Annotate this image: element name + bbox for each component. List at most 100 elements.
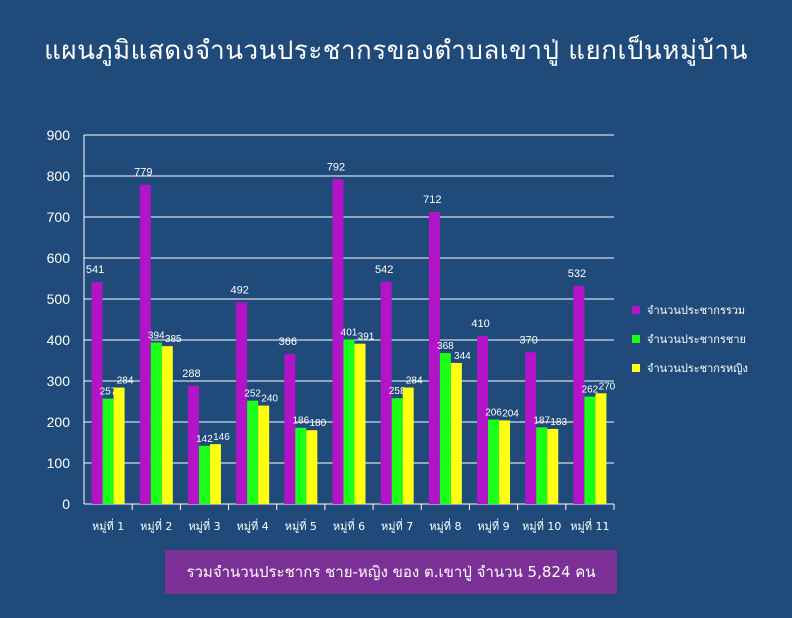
x-tick-label: หมู่ที่ 4 [237, 518, 269, 533]
data-label: 792 [327, 161, 345, 173]
y-tick-label: 900 [47, 127, 71, 143]
bar-male [150, 342, 162, 504]
bar-total [477, 335, 489, 504]
x-tick-label: หมู่ที่ 9 [477, 518, 509, 533]
bar-male [295, 427, 307, 504]
data-label: 492 [230, 284, 248, 296]
bar-male [102, 398, 114, 504]
bar-female [306, 430, 318, 504]
y-tick-label: 0 [62, 496, 70, 512]
data-label: 240 [261, 394, 278, 405]
y-tick-label: 400 [47, 332, 71, 348]
bar-female [547, 428, 559, 504]
bar-female [450, 362, 462, 504]
data-label: 391 [358, 332, 375, 343]
legend-label-total: จำนวนประชากรรวม [647, 303, 746, 317]
data-label: 183 [550, 417, 567, 428]
data-label: 394 [148, 330, 165, 341]
bar-total [91, 282, 103, 504]
data-label: 204 [502, 408, 519, 419]
data-label: 252 [244, 389, 261, 400]
data-label: 712 [423, 194, 441, 206]
bar-male [343, 339, 355, 504]
bar-female [499, 420, 511, 504]
legend-label-male: จำนวนประชากรชาย [647, 332, 746, 346]
x-tick-label: หมู่ที่ 11 [570, 518, 609, 533]
bar-female [354, 343, 366, 504]
bar-female [595, 393, 607, 504]
x-tick-label: หมู่ที่ 7 [381, 518, 413, 533]
bar-male [439, 353, 451, 504]
data-label: 344 [454, 351, 471, 362]
bar-male [488, 419, 500, 504]
bar-male [584, 396, 596, 504]
legend-item-total: จำนวนประชากรรวม [632, 295, 748, 324]
bar-total [236, 302, 248, 504]
data-label: 410 [471, 318, 489, 330]
y-tick-label: 500 [47, 291, 71, 307]
x-tick-label: หมู่ที่ 6 [333, 518, 365, 533]
legend-swatch-female [632, 363, 640, 372]
data-label: 288 [182, 368, 200, 380]
bar-total [332, 179, 344, 504]
data-label: 262 [582, 385, 599, 396]
data-label: 187 [533, 415, 550, 426]
x-tick-label: หมู่ที่ 1 [92, 518, 124, 533]
data-label: 186 [292, 416, 309, 427]
y-tick-label: 100 [47, 455, 71, 471]
data-label: 368 [437, 341, 454, 352]
total-population-text: รวมจำนวนประชากร ชาย-หญิง ของ ต.เขาปู่ จำ… [186, 563, 596, 581]
x-tick-label: หมู่ที่ 5 [285, 518, 317, 533]
legend-item-male: จำนวนประชากรชาย [632, 324, 748, 353]
data-label: 779 [134, 167, 152, 179]
data-label: 258 [389, 386, 406, 397]
bar-male [536, 427, 548, 504]
data-label: 146 [213, 432, 230, 443]
bar-total [428, 212, 440, 504]
bar-female [402, 387, 414, 504]
data-label: 284 [406, 376, 423, 387]
x-tick-label: หมู่ที่ 3 [188, 518, 220, 533]
y-tick-label: 700 [47, 209, 71, 225]
bar-male [198, 445, 210, 504]
chart-title: แผนภูมิแสดงจำนวนประชากรของตำบลเขาปู่ แยก… [44, 36, 748, 66]
bar-total [573, 285, 585, 504]
data-label: 401 [341, 328, 358, 339]
bar-female [113, 387, 125, 504]
data-label: 270 [599, 381, 616, 392]
bar-female [258, 405, 270, 504]
data-label: 542 [375, 264, 393, 276]
data-label: 370 [520, 334, 538, 346]
x-tick-label: หมู่ที่ 2 [140, 518, 172, 533]
total-population-box: รวมจำนวนประชากร ชาย-หญิง ของ ต.เขาปู่ จำ… [165, 550, 617, 594]
data-label: 366 [279, 336, 297, 348]
data-label: 180 [309, 418, 326, 429]
data-label: 257 [100, 387, 117, 398]
bar-female [161, 346, 173, 504]
data-label: 206 [485, 408, 502, 419]
x-tick-label: หมู่ที่ 10 [522, 518, 561, 533]
legend-item-female: จำนวนประชากรหญิง [632, 353, 748, 382]
y-tick-label: 300 [47, 373, 71, 389]
legend-swatch-total [632, 305, 640, 314]
legend-label-female: จำนวนประชากรหญิง [647, 361, 748, 375]
data-label: 284 [117, 376, 134, 387]
bar-total [380, 281, 392, 504]
y-tick-label: 200 [47, 414, 71, 430]
bar-total [284, 353, 296, 504]
y-tick-label: 600 [47, 250, 71, 266]
legend-swatch-male [632, 334, 640, 343]
data-label: 541 [86, 264, 104, 276]
data-label: 385 [165, 334, 182, 345]
bar-female [209, 444, 221, 504]
bar-total [187, 385, 199, 504]
legend: จำนวนประชากรรวม จำนวนประชากรชาย จำนวนประ… [632, 295, 748, 382]
bar-total [525, 352, 537, 504]
bar-total [139, 184, 151, 505]
x-tick-label: หมู่ที่ 8 [429, 518, 461, 533]
bar-male [391, 398, 403, 504]
y-tick-label: 800 [47, 168, 71, 184]
data-label: 142 [196, 434, 213, 445]
